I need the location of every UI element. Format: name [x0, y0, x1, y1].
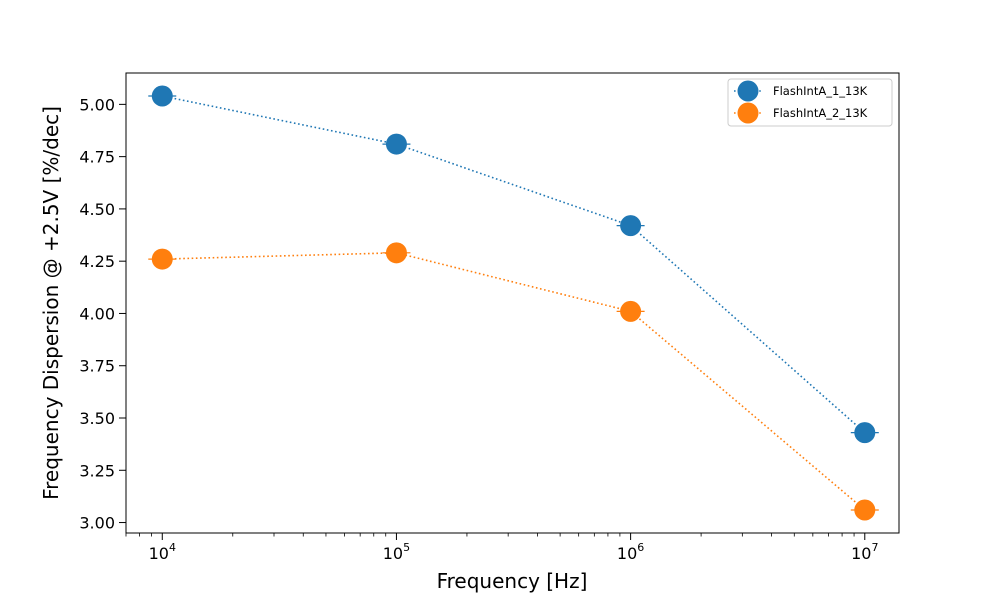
legend-entry: FlashIntA_1_13K	[734, 80, 868, 102]
x-minor-ticks	[125, 533, 855, 537]
series-line	[162, 95, 866, 434]
x-axis-label: Frequency [Hz]	[437, 569, 588, 593]
data-point	[151, 85, 173, 107]
data-point	[151, 248, 173, 270]
data-point	[385, 133, 407, 155]
legend-label: FlashIntA_1_13K	[773, 84, 868, 98]
legend-label: FlashIntA_2_13K	[773, 106, 868, 120]
y-tick-label: 3.00	[79, 514, 115, 533]
legend-marker	[737, 80, 759, 102]
data-point	[854, 422, 876, 444]
data-point	[620, 300, 642, 322]
data-point	[385, 242, 407, 264]
y-tick-label: 4.50	[79, 200, 115, 219]
y-axis-label: Frequency Dispersion @ +2.5V [%/dec]	[39, 106, 63, 500]
y-tick-label: 3.75	[79, 357, 115, 376]
x-tick-label: 107	[851, 541, 878, 563]
y-tick-label: 5.00	[79, 95, 115, 114]
series-2	[148, 242, 879, 521]
series-1	[148, 85, 879, 444]
y-tick-label: 3.25	[79, 461, 115, 480]
plot-frame	[125, 72, 900, 534]
legend: FlashIntA_1_13K FlashIntA_2_13K	[727, 78, 893, 127]
x-axis-ticks: 104 105 106 107	[149, 533, 878, 563]
legend-marker	[737, 102, 759, 124]
y-tick-label: 3.50	[79, 409, 115, 428]
y-tick-label: 4.00	[79, 304, 115, 323]
legend-entry: FlashIntA_2_13K	[734, 102, 868, 124]
plot-background	[126, 73, 899, 533]
data-point	[620, 215, 642, 237]
data-point	[854, 499, 876, 521]
y-tick-label: 4.75	[79, 148, 115, 167]
y-tick-label: 4.25	[79, 252, 115, 271]
x-tick-label: 105	[383, 541, 410, 563]
x-tick-label: 106	[617, 541, 644, 563]
legend-frame	[727, 78, 893, 127]
series-layer	[148, 85, 879, 521]
x-tick-label: 104	[149, 541, 176, 563]
y-axis-ticks: 3.00 3.25 3.50 3.75 4.00 4.25 4.50 4.75 5.00	[79, 95, 126, 533]
